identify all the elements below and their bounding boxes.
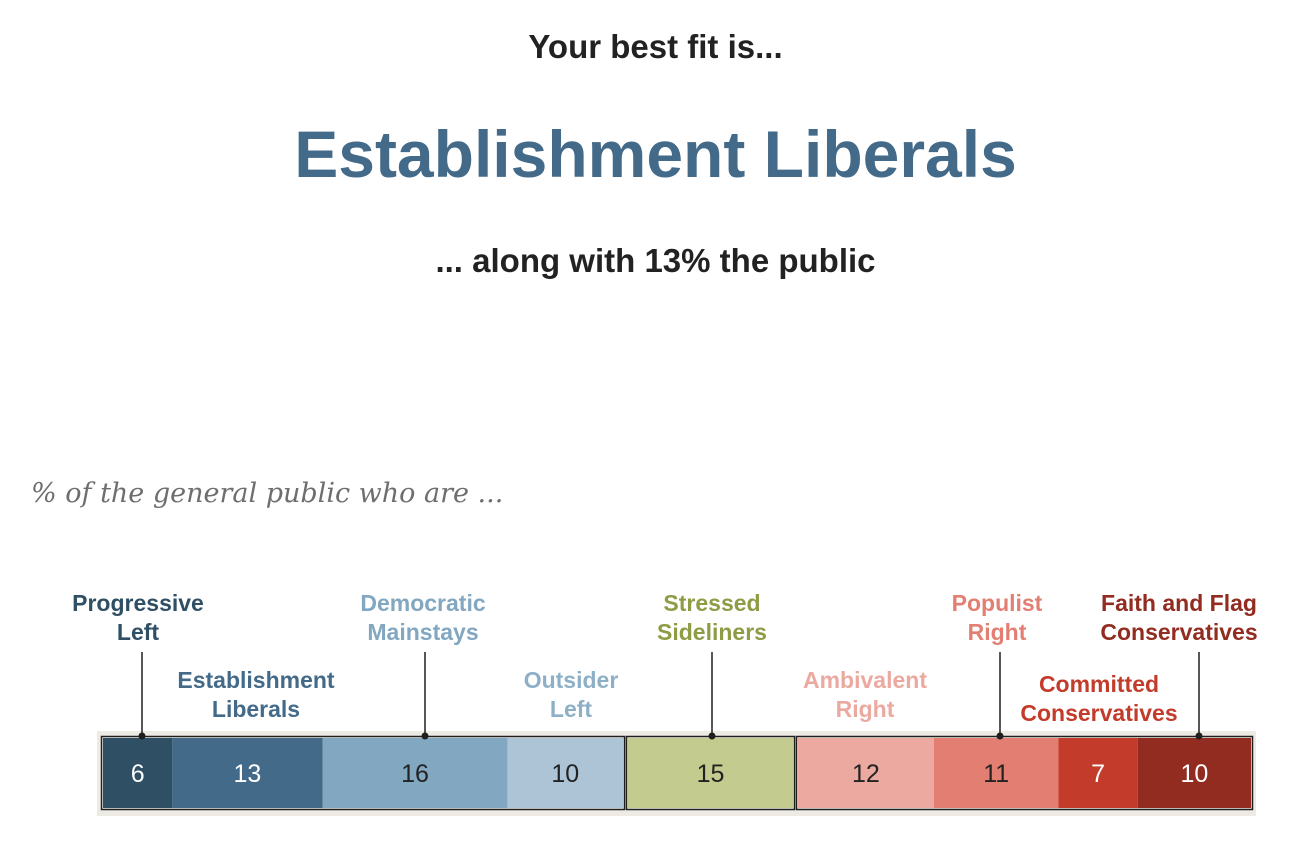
value-label-democratic-mainstays: 16 — [401, 760, 429, 788]
bar-stressed-sideliners — [628, 738, 793, 808]
category-label-ambivalent-right: Ambivalent Right — [803, 667, 927, 722]
value-label-faith-and-flag-conservatives: 10 — [1180, 760, 1208, 788]
category-label-populist-right: Populist Right — [952, 590, 1043, 645]
category-label-faith-and-flag-conservatives: Faith and Flag Conservatives — [1100, 590, 1257, 645]
public-share-text: ... along with 13% the public — [435, 242, 876, 279]
category-label-stressed-sideliners: Stressed Sideliners — [657, 590, 767, 645]
category-label-democratic-mainstays: Democratic Mainstays — [360, 590, 485, 645]
category-label-establishment-liberals: Establishment Liberals — [177, 667, 335, 722]
category-label-outsider-left: Outsider Left — [524, 667, 619, 722]
bar-democratic-mainstays — [322, 738, 508, 808]
result-title: Establishment Liberals — [294, 117, 1017, 191]
bar-committed-conservatives — [1058, 738, 1138, 808]
intro-text: Your best fit is... — [528, 28, 783, 65]
leader-dot-progressive-left — [138, 732, 146, 740]
value-label-establishment-liberals: 13 — [234, 760, 262, 788]
leader-dot-democratic-mainstays — [421, 732, 429, 740]
value-label-stressed-sideliners: 15 — [697, 760, 725, 788]
leader-dot-faith-and-flag-conservatives — [1195, 732, 1203, 740]
chart-subtitle: % of the general public who are ... — [31, 478, 504, 509]
value-label-outsider-left: 10 — [551, 760, 579, 788]
bar-establishment-liberals — [172, 738, 323, 808]
bar-ambivalent-right — [798, 738, 934, 808]
leader-dot-populist-right — [996, 732, 1004, 740]
leader-dot-stressed-sideliners — [708, 732, 716, 740]
bar-outsider-left — [507, 738, 623, 808]
bar-progressive-left — [103, 738, 173, 808]
category-label-committed-conservatives: Committed Conservatives — [1020, 671, 1177, 726]
value-label-committed-conservatives: 7 — [1091, 760, 1105, 788]
bar-faith-and-flag-conservatives — [1137, 738, 1251, 808]
category-label-progressive-left: Progressive Left — [72, 590, 204, 645]
group-border-right — [795, 735, 1254, 811]
bar-populist-right — [933, 738, 1059, 808]
group-border-left — [100, 735, 626, 811]
value-label-ambivalent-right: 12 — [852, 760, 880, 788]
value-label-populist-right: 11 — [983, 760, 1009, 788]
value-label-progressive-left: 6 — [131, 760, 145, 788]
